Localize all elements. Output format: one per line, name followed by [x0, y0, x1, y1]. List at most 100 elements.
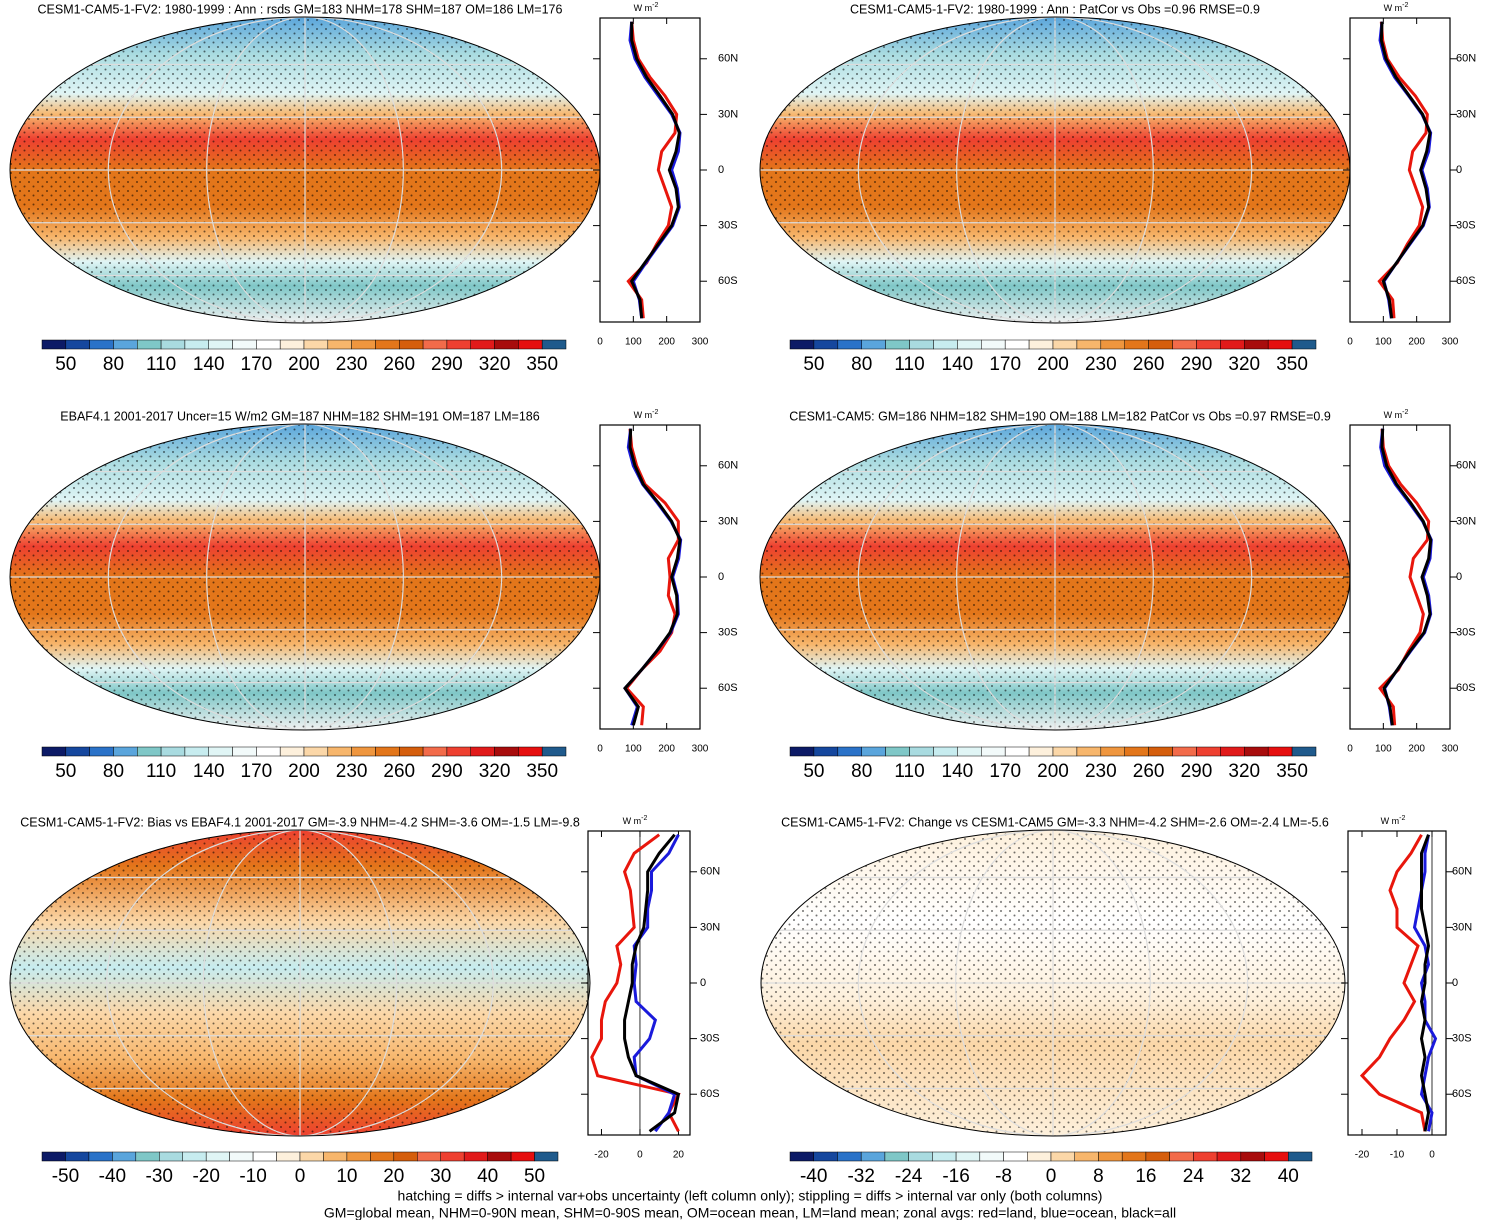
x-tick-label: 200 [1408, 337, 1425, 348]
panel: EBAF4.1 2001-2017 Uncer=15 W/m2 GM=187 N… [9, 409, 738, 782]
colorbar-box [933, 746, 958, 757]
panels: CESM1-CAM5-1-FV2: 1980-1999 : Ann : rsds… [9, 2, 1476, 1187]
y-tick-label: 30N [1456, 108, 1476, 120]
colorbar-label: -20 [192, 1166, 219, 1187]
colorbar-label: 350 [1276, 354, 1308, 375]
colorbar-box [813, 746, 839, 757]
footer-line: hatching = diffs > internal var+obs unce… [398, 1188, 1103, 1204]
x-tick-label: 200 [658, 337, 675, 348]
colorbar-box [1240, 1151, 1265, 1162]
x-tick-label: 0 [597, 337, 603, 348]
map [10, 424, 600, 730]
unit-sup: -2 [1402, 409, 1408, 416]
colorbar-label: -40 [800, 1166, 827, 1187]
colorbar-label: -50 [52, 1166, 79, 1187]
colorbar-label: 290 [431, 354, 463, 375]
colorbar-box [1267, 746, 1293, 757]
colorbar-box [440, 1151, 465, 1162]
colorbar-label: 260 [383, 354, 415, 375]
colorbar-label: 290 [1181, 354, 1213, 375]
panel-title: CESM1-CAM5-1-FV2: 1980-1999 : Ann : rsds… [38, 2, 563, 16]
colorbar-label: 140 [193, 354, 225, 375]
y-tick-label: 60S [1456, 682, 1476, 694]
colorbar-box [137, 339, 162, 350]
colorbar-box [909, 339, 934, 350]
zonal-mean-line [629, 21, 681, 319]
colorbar-box [1124, 746, 1149, 757]
colorbar-label: -10 [239, 1166, 266, 1187]
colorbar-box [487, 1151, 512, 1162]
unit-text: W m [1384, 410, 1403, 420]
colorbar-box [351, 339, 376, 350]
y-tick-label: 30S [1452, 1033, 1472, 1045]
panel: CESM1-CAM5-1-FV2: Bias vs EBAF4.1 2001-2… [9, 815, 720, 1187]
y-tick-label: 60N [1456, 460, 1476, 472]
unit-sup: -2 [652, 409, 658, 416]
colorbar-box [256, 746, 281, 757]
colorbar-box [232, 746, 257, 757]
zonal-mean-line [623, 833, 681, 1133]
panel: CESM1-CAM5-1-FV2: Change vs CESM1-CAM5 G… [760, 815, 1472, 1187]
colorbar-box [860, 1151, 886, 1162]
y-tick-label: 0 [718, 164, 724, 176]
colorbar-box [470, 746, 495, 757]
y-tick-label: 60S [718, 682, 738, 694]
colorbar-label: 350 [526, 354, 558, 375]
colorbar-box [463, 1151, 488, 1162]
colorbar-box [137, 746, 162, 757]
colorbar-box [375, 339, 400, 350]
colorbar-box [1004, 339, 1030, 350]
colorbar-label: 32 [1230, 1166, 1251, 1187]
profile-unit: W m-2 [1381, 815, 1406, 827]
colorbar-box [65, 746, 90, 757]
colorbar-label: -8 [995, 1166, 1012, 1187]
colorbar-label: 230 [336, 354, 368, 375]
colorbar-label: 170 [241, 354, 273, 375]
colorbar-label: 140 [942, 354, 974, 375]
colorbar-box [232, 339, 257, 350]
colorbar-box [1172, 746, 1197, 757]
map [761, 830, 1345, 1136]
colorbar-box [1267, 339, 1293, 350]
colorbar-box [370, 1151, 395, 1162]
colorbar-box [789, 746, 815, 757]
colorbar-box [1148, 339, 1173, 350]
colorbar-box [957, 339, 982, 350]
colorbar-box [323, 1151, 348, 1162]
colorbar-label: 320 [479, 761, 511, 782]
unit-sup: -2 [1402, 2, 1408, 9]
x-tick-label: 100 [625, 744, 642, 755]
colorbar-label: 50 [803, 354, 824, 375]
x-tick-label: 100 [1375, 337, 1392, 348]
colorbar-box [229, 1151, 254, 1162]
profile-frame [599, 17, 701, 323]
colorbar-box [135, 1151, 160, 1162]
colorbar-label: 80 [851, 761, 872, 782]
colorbar-label: 260 [1133, 761, 1165, 782]
profile-frame [1347, 830, 1447, 1136]
colorbar-label: 50 [55, 354, 76, 375]
zonal-mean-line [1379, 21, 1432, 319]
y-tick-label: 60S [1456, 275, 1476, 287]
colorbar-box [1027, 1151, 1052, 1162]
colorbar-box [208, 339, 233, 350]
panel-title: CESM1-CAM5-1-FV2: Bias vs EBAF4.1 2001-2… [20, 815, 580, 829]
y-tick-label: 30S [700, 1033, 720, 1045]
colorbar-box [160, 746, 186, 757]
colorbar-label: -32 [847, 1166, 874, 1187]
colorbar-label: 170 [241, 761, 273, 782]
colorbar-box [1076, 339, 1102, 350]
unit-text: W m [634, 410, 653, 420]
colorbar-box [957, 746, 982, 757]
x-tick-label: 0 [1347, 744, 1353, 755]
colorbar-box [41, 746, 67, 757]
colorbar-box [393, 1151, 418, 1162]
colorbar-box [885, 339, 910, 350]
colorbar-box [1169, 1151, 1194, 1162]
colorbar-box [1220, 339, 1245, 350]
y-tick-label: 30N [1456, 515, 1476, 527]
colorbar-box [184, 746, 209, 757]
colorbar-box [789, 339, 815, 350]
colorbar-label: 290 [1181, 761, 1213, 782]
colorbar-label: 8 [1093, 1166, 1104, 1187]
